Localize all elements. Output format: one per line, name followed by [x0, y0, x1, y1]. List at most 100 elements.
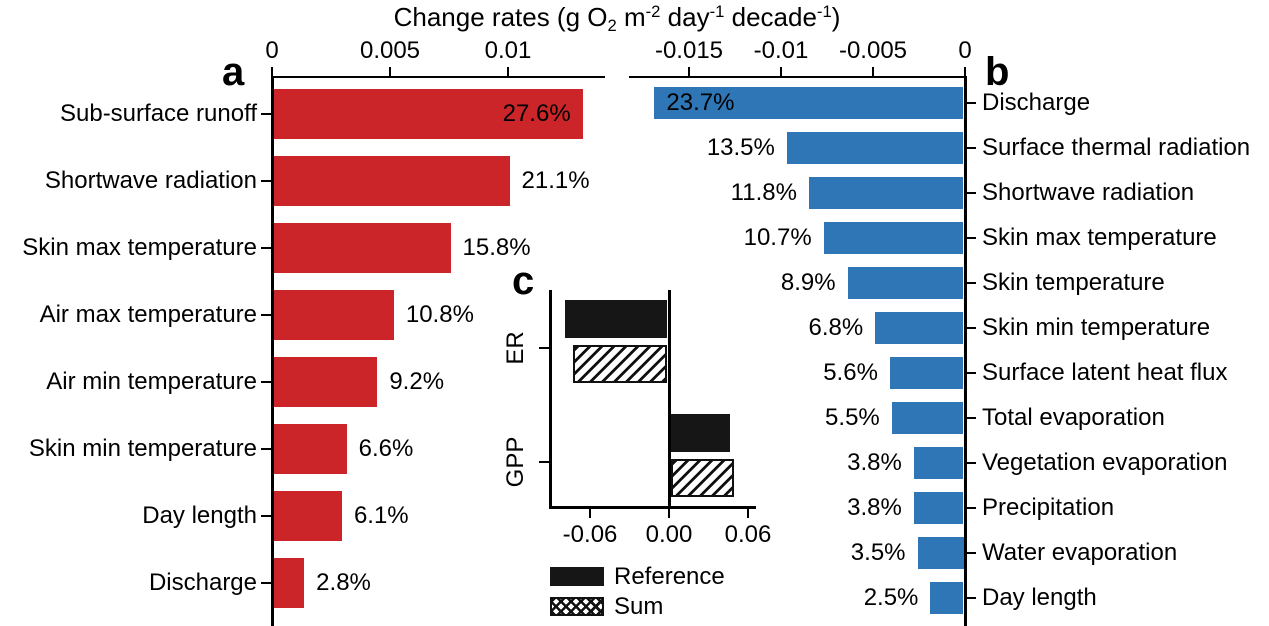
category-label: Sub-surface runoff	[59, 100, 257, 128]
left-spine	[548, 290, 552, 509]
title-text: m	[616, 2, 646, 32]
category-tick	[261, 514, 271, 518]
category-tick	[966, 416, 976, 420]
percent-label: 6.8%	[808, 314, 864, 342]
category-label: Surface thermal radiation	[982, 134, 1251, 162]
category-label: Day length	[142, 502, 257, 530]
bar-discharge	[654, 87, 964, 119]
bar-shortwave-radiation	[808, 177, 964, 209]
category-tick	[966, 236, 976, 240]
category-tick	[261, 179, 271, 183]
axis-tick	[871, 66, 875, 76]
title-superscript: -1	[709, 1, 725, 21]
bar-air-min-temperature	[273, 357, 378, 407]
bar-gpp-reference	[670, 414, 730, 452]
axis-tick-label: 0.00	[645, 521, 693, 548]
percent-label: 3.8%	[847, 449, 902, 477]
percent-label: 10.7%	[743, 224, 812, 252]
legend-label-reference: Reference	[614, 563, 725, 591]
category-label: Skin temperature	[982, 269, 1165, 297]
category-label: Shortwave radiation	[44, 167, 257, 195]
category-label: Water evaporation	[982, 539, 1178, 567]
title-superscript: -1	[816, 1, 832, 21]
bar-gpp-sum	[670, 459, 734, 497]
axis-tick	[779, 66, 783, 76]
percent-label: 3.5%	[850, 539, 906, 567]
category-label: Skin max temperature	[22, 234, 257, 262]
category-tick	[966, 191, 976, 195]
title-text: Change rates (g O	[393, 2, 608, 32]
panel-label-c: c	[512, 259, 535, 303]
category-tick	[261, 380, 271, 384]
axis-tick-label: 0	[265, 37, 279, 64]
category-label: Air min temperature	[46, 368, 257, 396]
category-tick	[966, 281, 976, 285]
legend-swatch-sum	[550, 597, 604, 616]
percent-label: 9.2%	[389, 368, 445, 396]
percent-label: 21.1%	[521, 167, 590, 195]
percent-label: 6.1%	[353, 502, 409, 530]
percent-label: 27.6%	[502, 100, 571, 128]
category-tick	[539, 460, 549, 464]
bar-er-reference	[564, 300, 668, 338]
bar-air-max-temperature	[273, 290, 394, 340]
axis-tick-label: 0	[958, 37, 972, 64]
bar-shortwave-radiation	[273, 156, 510, 206]
bar-water-evaporation	[917, 537, 964, 569]
category-tick	[261, 313, 271, 317]
percent-label: 2.8%	[316, 569, 371, 597]
axis-tick	[588, 509, 592, 518]
category-label: Surface latent heat flux	[982, 359, 1228, 387]
axis-spine	[270, 75, 274, 626]
percent-label: 11.8%	[730, 179, 797, 207]
bar-er-sum	[572, 345, 668, 383]
percent-label: 2.5%	[863, 584, 919, 612]
category-tick	[966, 596, 976, 600]
bar-day-length	[930, 582, 964, 614]
axis-tick-label: 0.06	[724, 521, 772, 548]
bar-vegetation-evaporation	[913, 447, 964, 479]
category-label: Air max temperature	[39, 301, 257, 329]
axis-tick-label: -0.005	[838, 37, 908, 64]
top-axis-line	[270, 75, 605, 78]
axis-tick-label: 0.01	[484, 37, 532, 64]
bar-surface-thermal-radiation	[786, 132, 964, 164]
percent-label: 10.8%	[405, 301, 474, 329]
title-text: )	[831, 2, 841, 32]
bar-skin-min-temperature	[273, 424, 347, 474]
chart-title: Change rates (g O2 m-2 day-1 decade-1)	[393, 1, 841, 35]
axis-tick	[388, 66, 392, 76]
legend-swatch-reference	[550, 567, 604, 586]
axis-tick	[687, 66, 691, 76]
category-tick	[966, 326, 976, 330]
category-label: Vegetation evaporation	[982, 449, 1228, 477]
bar-skin-temperature	[847, 267, 964, 299]
bar-day-length	[273, 491, 342, 541]
category-tick	[966, 101, 976, 105]
title-text: day	[660, 2, 710, 32]
category-label: Precipitation	[982, 494, 1115, 522]
percent-label: 13.5%	[706, 134, 775, 162]
category-label: Discharge	[148, 569, 257, 597]
category-label: Discharge	[982, 89, 1091, 117]
title-subscript: 2	[607, 15, 617, 35]
percent-label: 6.6%	[358, 435, 414, 463]
bar-discharge	[273, 558, 305, 608]
zero-line	[667, 290, 671, 509]
axis-tick	[667, 509, 671, 518]
bar-sub-surface-runoff	[273, 89, 583, 139]
bar-surface-latent-heat-flux	[889, 357, 964, 389]
percent-label: 5.6%	[823, 359, 878, 387]
panel-label-b: b	[985, 50, 1010, 94]
axis-tick-label: -0.015	[654, 37, 724, 64]
category-label-rotated: GPP	[502, 436, 530, 488]
category-tick	[966, 551, 976, 555]
category-label: Skin max temperature	[982, 224, 1217, 252]
axis-tick-label: 0.005	[359, 37, 421, 64]
axis-spine	[963, 75, 967, 626]
category-label-rotated: ER	[502, 331, 530, 365]
category-label: Skin min temperature	[28, 435, 257, 463]
legend-label-sum: Sum	[614, 593, 664, 621]
category-tick	[261, 112, 271, 116]
percent-label: 8.9%	[780, 269, 836, 297]
